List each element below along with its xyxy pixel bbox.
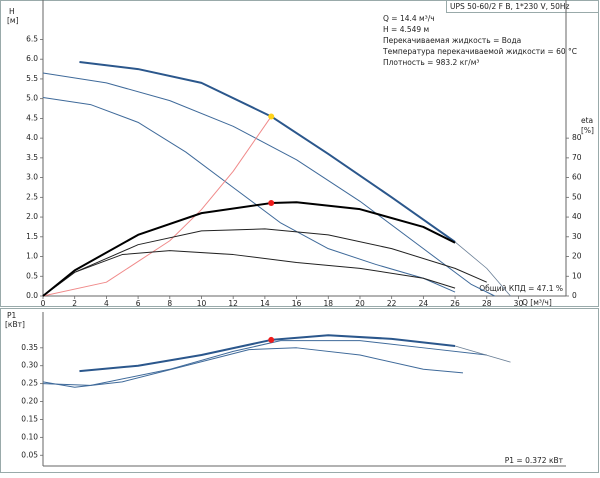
curve — [79, 334, 456, 373]
x-tick-label: 14 — [260, 299, 270, 308]
y-tick-label: 0.10 — [21, 432, 38, 441]
operating-point — [268, 113, 275, 120]
y-tick-label: 0.15 — [21, 414, 38, 423]
x-tick-label: 4 — [104, 299, 109, 308]
operating-point — [268, 200, 275, 207]
y-tick-label: 2.5 — [26, 192, 38, 201]
y-tick-label: 0.35 — [21, 343, 38, 352]
curve — [42, 116, 272, 297]
annotation: Перекачиваемая жидкость = Вода — [383, 36, 521, 45]
y2-tick-label: 80 — [572, 133, 582, 142]
footnote: P1 = 0.372 кВт — [505, 456, 564, 465]
y-tick-label: 1.0 — [26, 252, 38, 261]
y-tick-label: 0.30 — [21, 361, 38, 370]
annotation: Плотность = 983.2 кг/м³ — [383, 58, 479, 67]
curve — [454, 241, 511, 297]
y-axis-unit: [м] — [7, 16, 19, 25]
x-tick-label: 30 — [514, 299, 524, 308]
x-tick-label: 10 — [197, 299, 207, 308]
operating-point — [268, 336, 275, 343]
y2-tick-label: 40 — [572, 212, 582, 221]
x-tick-label: 24 — [419, 299, 429, 308]
bottom-frame — [0, 308, 599, 473]
chart-title: UPS 50-60/2 F B, 1*230 V, 50Hz — [450, 2, 570, 11]
y2-tick-label: 10 — [572, 271, 582, 280]
x-axis-label: Q [м³/ч] — [522, 298, 552, 307]
x-tick-label: 28 — [482, 299, 492, 308]
curve — [42, 228, 487, 297]
y-tick-label: 0.20 — [21, 397, 38, 406]
x-tick-label: 6 — [136, 299, 141, 308]
annotation: Температура перекачиваемой жидкости = 60… — [382, 47, 577, 56]
y-tick-label: 0.5 — [26, 271, 38, 280]
y-tick-label: 4.5 — [26, 113, 38, 122]
y-tick-label: 5.0 — [26, 94, 38, 103]
x-tick-label: 20 — [355, 299, 365, 308]
curve — [42, 340, 487, 386]
x-tick-label: 16 — [292, 299, 302, 308]
y-tick-label: 1.5 — [26, 232, 38, 241]
curve — [42, 96, 456, 293]
y2-tick-label: 30 — [572, 232, 582, 241]
annotation: Q = 14.4 м³/ч — [383, 14, 435, 23]
curve — [42, 72, 495, 297]
y2-tick-label: 20 — [572, 252, 582, 261]
curve — [454, 345, 511, 363]
y-axis-unit: [кВт] — [5, 320, 25, 329]
y-tick-label: 3.0 — [26, 173, 38, 182]
x-tick-label: 22 — [387, 299, 397, 308]
annotation: H = 4.549 м — [383, 25, 429, 34]
y-tick-label: 2.0 — [26, 212, 38, 221]
y-tick-label: 6.0 — [26, 54, 38, 63]
top-frame — [0, 0, 599, 307]
y-tick-label: 4.0 — [26, 133, 38, 142]
x-tick-label: 2 — [72, 299, 77, 308]
y2-tick-label: 50 — [572, 192, 582, 201]
y2-tick-label: 0 — [572, 291, 577, 300]
x-tick-label: 12 — [228, 299, 238, 308]
y-tick-label: 6.5 — [26, 34, 38, 43]
x-tick-label: 8 — [167, 299, 172, 308]
footnote: Общий КПД = 47.1 % — [479, 284, 563, 293]
y-tick-label: 0.0 — [26, 291, 38, 300]
y-tick-label: 3.5 — [26, 153, 38, 162]
curve — [79, 60, 456, 243]
y-tick-label: 0.25 — [21, 379, 38, 388]
y-axis-label: H — [9, 7, 15, 16]
y-axis-label: P1 — [7, 311, 17, 320]
y2-axis-unit: [%] — [581, 126, 594, 135]
title-box — [446, 0, 599, 13]
y-tick-label: 5.5 — [26, 74, 38, 83]
y-tick-label: 0.05 — [21, 450, 38, 459]
x-tick-label: 26 — [450, 299, 460, 308]
y2-tick-label: 60 — [572, 173, 582, 182]
y2-tick-label: 70 — [572, 153, 582, 162]
curve — [42, 250, 456, 297]
y2-axis-label: eta — [581, 116, 593, 125]
x-tick-label: 0 — [41, 299, 46, 308]
x-tick-label: 18 — [323, 299, 333, 308]
curve — [42, 347, 464, 388]
